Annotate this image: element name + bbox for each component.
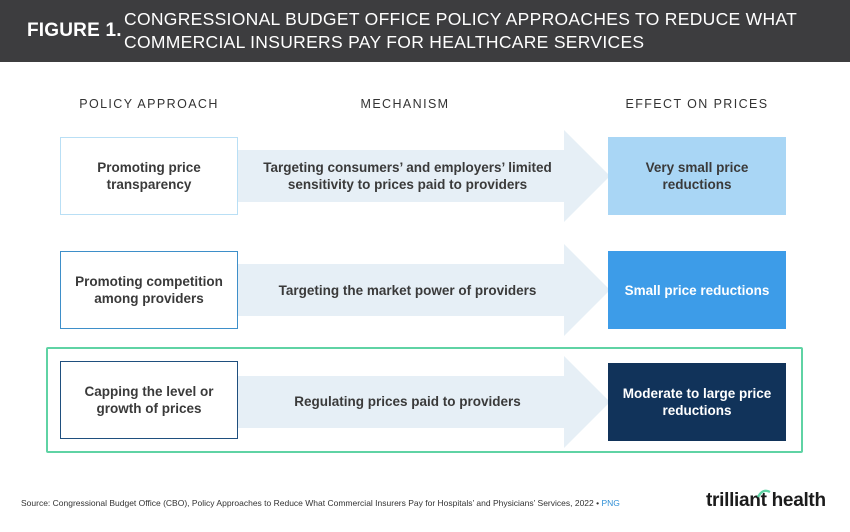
- policy-box: Promoting price transparency: [60, 137, 238, 215]
- row-price-transparency: Promoting price transparency Targeting c…: [0, 130, 850, 250]
- effect-box: Very small price reductions: [608, 137, 786, 215]
- policy-box: Promoting competition among providers: [60, 251, 238, 329]
- arrow-shape: [238, 130, 610, 222]
- figure-label: FIGURE 1.: [27, 20, 122, 41]
- highlight-border: [46, 347, 803, 453]
- column-header-effect: EFFECT ON PRICES: [625, 97, 769, 111]
- source-separator: •: [596, 498, 600, 508]
- mechanism-text: Targeting consumers’ and employers’ limi…: [263, 160, 552, 192]
- logo-swoosh-icon: [757, 489, 771, 498]
- source-note: Source: Congressional Budget Office (CBO…: [21, 498, 620, 508]
- column-header-mechanism: MECHANISM: [360, 97, 450, 111]
- policy-box: Capping the level or growth of prices: [60, 361, 238, 439]
- source-text: Source: Congressional Budget Office (CBO…: [21, 498, 594, 508]
- png-link[interactable]: PNG: [601, 498, 620, 508]
- arrow-shape: [238, 356, 610, 448]
- figure-header: FIGURE 1. CONGRESSIONAL BUDGET OFFICE PO…: [0, 0, 850, 62]
- trilliant-health-logo: trilliant health: [706, 490, 826, 512]
- column-header-policy: POLICY APPROACH: [79, 97, 219, 111]
- mechanism-text: Regulating prices paid to providers: [294, 394, 521, 409]
- row-capping-prices: Capping the level or growth of prices Re…: [0, 356, 850, 476]
- row-competition: Promoting competition among providers Ta…: [0, 244, 850, 364]
- arrow-shape: [238, 244, 610, 336]
- figure-title: CONGRESSIONAL BUDGET OFFICE POLICY APPRO…: [124, 9, 797, 52]
- effect-box: Moderate to large price reductions: [608, 363, 786, 441]
- effect-box: Small price reductions: [608, 251, 786, 329]
- logo-text: trilliant health: [706, 490, 826, 511]
- mechanism-text: Targeting the market power of providers: [278, 283, 537, 298]
